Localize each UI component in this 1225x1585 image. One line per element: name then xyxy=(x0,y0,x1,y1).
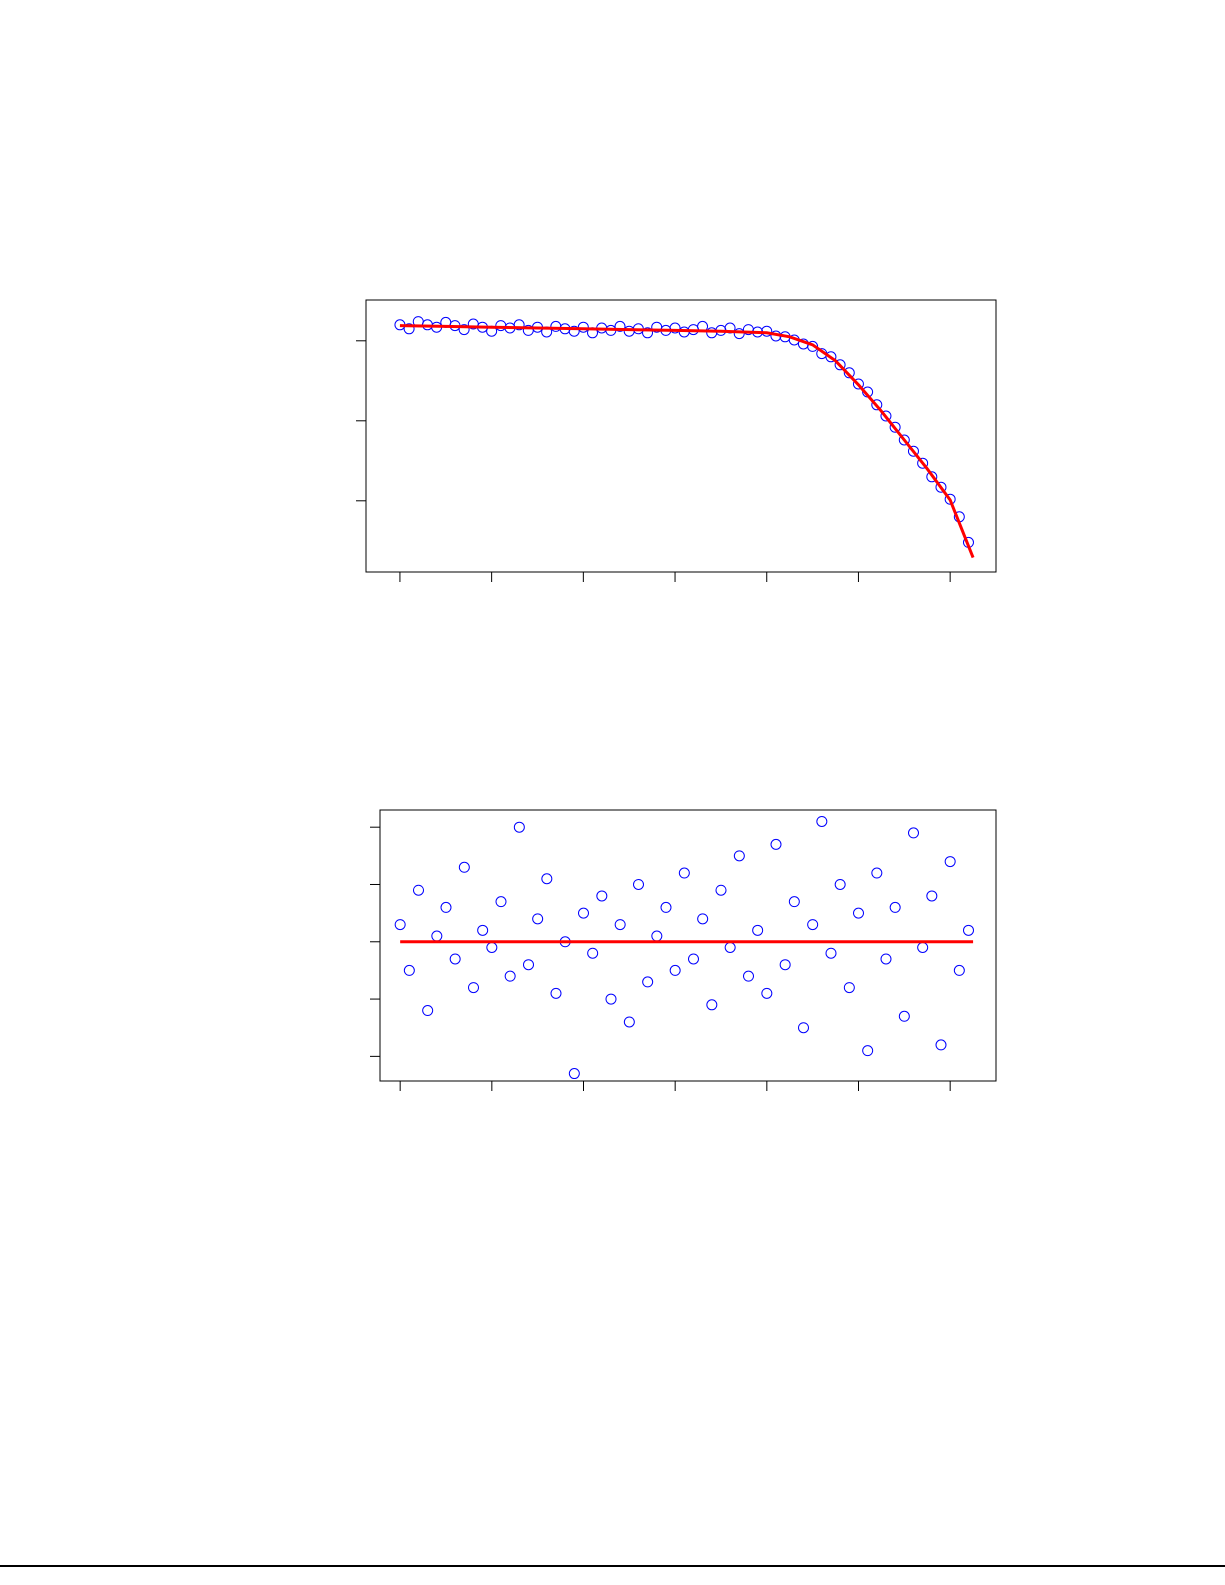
data-point xyxy=(880,410,892,422)
data-point xyxy=(944,493,956,505)
data-point xyxy=(596,890,608,902)
data-point xyxy=(623,1016,635,1028)
data-point xyxy=(577,321,589,333)
plot-frame xyxy=(379,809,997,1082)
data-point xyxy=(541,873,553,885)
data-point xyxy=(926,471,938,483)
data-point xyxy=(761,987,773,999)
data-point xyxy=(623,325,635,337)
data-point xyxy=(843,367,855,379)
data-point xyxy=(669,964,681,976)
data-point xyxy=(733,850,745,862)
data-point xyxy=(852,378,864,390)
data-point xyxy=(706,327,718,339)
data-point xyxy=(715,884,727,896)
data-point xyxy=(862,1045,874,1057)
data-point xyxy=(853,907,864,919)
data-point xyxy=(880,953,892,965)
data-point xyxy=(889,901,901,913)
data-point xyxy=(468,982,479,994)
data-point xyxy=(935,1039,947,1051)
data-point xyxy=(743,970,754,982)
data-point xyxy=(898,434,910,446)
data-point xyxy=(898,1010,910,1022)
data-point xyxy=(633,878,644,890)
data-point xyxy=(449,953,461,965)
data-point xyxy=(825,947,837,959)
data-point xyxy=(422,1005,434,1017)
data-point xyxy=(935,481,947,493)
data-point xyxy=(578,907,589,919)
data-point xyxy=(550,320,562,332)
data-point xyxy=(495,320,507,332)
data-point xyxy=(807,340,819,352)
data-point xyxy=(917,942,929,954)
plot-frame xyxy=(365,299,997,573)
data-point xyxy=(513,821,525,833)
data-point xyxy=(614,919,626,931)
data-point xyxy=(834,359,846,371)
data-point xyxy=(917,457,929,469)
data-point xyxy=(733,328,745,340)
data-point xyxy=(587,947,599,959)
data-point xyxy=(816,815,828,827)
data-point xyxy=(963,924,974,936)
data-point xyxy=(550,987,562,999)
data-point xyxy=(642,327,654,339)
data-point xyxy=(678,867,690,879)
data-point xyxy=(807,919,819,931)
data-point xyxy=(651,930,663,942)
data-point xyxy=(788,896,800,908)
data-point xyxy=(403,964,415,976)
data-point xyxy=(486,942,498,954)
data-point xyxy=(825,351,837,363)
data-point xyxy=(908,827,919,839)
data-point xyxy=(605,993,617,1005)
data-point xyxy=(394,919,406,931)
data-point xyxy=(706,999,718,1011)
data-point xyxy=(440,901,452,913)
data-point xyxy=(495,896,507,908)
data-point xyxy=(871,867,883,879)
data-point xyxy=(697,913,709,925)
data-point xyxy=(953,964,965,976)
data-point xyxy=(770,838,782,850)
data-point xyxy=(688,953,699,965)
data-point xyxy=(477,924,489,936)
data-point xyxy=(504,970,516,982)
data-point xyxy=(871,399,883,411)
data-point xyxy=(642,976,654,988)
data-point xyxy=(458,861,470,873)
data-point xyxy=(724,942,736,954)
data-point xyxy=(568,325,580,337)
data-point xyxy=(752,924,764,936)
data-point xyxy=(779,959,791,971)
data-point xyxy=(532,913,544,925)
data-point xyxy=(431,930,443,942)
data-point xyxy=(660,901,672,913)
data-point xyxy=(614,320,626,332)
fit-line xyxy=(399,324,975,559)
data-point xyxy=(843,982,855,994)
data-point xyxy=(403,323,415,335)
data-point xyxy=(907,445,919,457)
data-point xyxy=(568,1068,580,1080)
data-point xyxy=(458,324,470,336)
data-point xyxy=(669,322,681,334)
data-point xyxy=(523,959,534,971)
data-point xyxy=(513,319,525,331)
data-point xyxy=(834,878,846,890)
data-point xyxy=(889,421,901,433)
data-point xyxy=(798,1022,809,1034)
data-point xyxy=(926,890,938,902)
data-point xyxy=(413,884,424,896)
data-point xyxy=(944,856,956,868)
